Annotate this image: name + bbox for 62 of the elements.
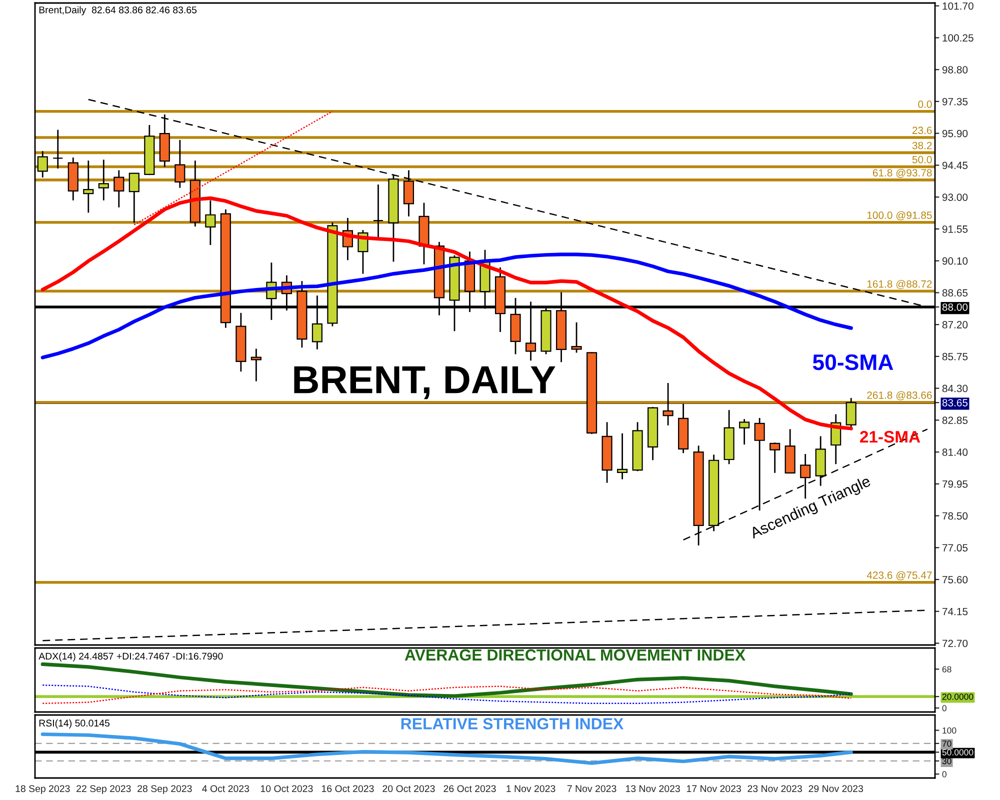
x-tick-label: 29 Nov 2023 xyxy=(808,785,863,792)
y-tick-label: 79.95 xyxy=(942,480,968,488)
y-tick-label: 68 xyxy=(942,666,952,672)
y-tick-label: 98.80 xyxy=(942,66,968,74)
ref-line-label: 423.6 @75.47 xyxy=(866,571,932,580)
series-label: 50-SMA xyxy=(812,354,894,370)
annotation: 0.0 xyxy=(918,100,932,108)
y-tick-label: 88.00 xyxy=(942,303,968,311)
annotation: 23.6 xyxy=(912,126,932,134)
y-tick-label: 75.60 xyxy=(942,576,968,584)
y-tick-label: 70 xyxy=(942,740,952,747)
y-tick-label: 93.00 xyxy=(942,194,968,201)
x-tick-label: 7 Nov 2023 xyxy=(567,785,616,792)
y-tick-label: 84.30 xyxy=(942,384,968,392)
annotation: AVERAGE DIRECTIONAL MOVEMENT INDEX xyxy=(404,649,746,661)
y-tick-label: 95.90 xyxy=(942,130,968,138)
y-tick-label: 50.0000 xyxy=(942,749,974,756)
x-tick-label: 18 Sep 2023 xyxy=(16,785,70,794)
y-tick-label: 78.50 xyxy=(942,512,968,520)
y-tick-label: 97.35 xyxy=(942,98,968,106)
x-tick-label: 23 Nov 2023 xyxy=(748,785,802,792)
y-tick-label: 91.55 xyxy=(942,225,968,233)
annotation: RELATIVE STRENGTH INDEX xyxy=(401,718,624,730)
ref-line-label: 261.8 @83.66 xyxy=(867,391,932,400)
series-label: 21-SMA xyxy=(860,430,920,443)
x-tick-label: 28 Sep 2023 xyxy=(138,785,192,794)
y-tick-label: 85.75 xyxy=(942,352,968,360)
x-tick-label: 17 Nov 2023 xyxy=(686,785,741,792)
x-tick-label: 22 Sep 2023 xyxy=(76,785,131,794)
chart-title: Brent,Daily 82.64 83.86 82.46 83.65 xyxy=(39,6,197,16)
ref-line-label: 100.0 @91.85 xyxy=(867,211,932,220)
y-tick-label: 83.65 xyxy=(942,399,968,406)
y-tick-label: 100.25 xyxy=(942,34,974,42)
annotation: BRENT, DAILY xyxy=(294,366,556,400)
y-tick-label: 100 xyxy=(942,727,956,734)
y-tick-label: 0 xyxy=(942,771,946,778)
annotation: 38.2 xyxy=(912,142,932,150)
y-tick-label: 74.15 xyxy=(942,608,968,616)
y-tick-label: 87.20 xyxy=(942,321,968,328)
y-tick-label: 72.70 xyxy=(942,640,968,648)
y-tick-label: 20.0000 xyxy=(942,694,974,700)
x-tick-label: 26 Oct 2023 xyxy=(444,785,496,792)
y-tick-label: 94.45 xyxy=(942,162,968,170)
x-tick-label: 20 Oct 2023 xyxy=(382,785,435,792)
y-tick-label: 90.10 xyxy=(942,257,968,265)
ref-line-label: 61.8 @93.78 xyxy=(872,168,932,178)
y-tick-label: 30 xyxy=(942,758,952,764)
x-tick-label: 10 Oct 2023 xyxy=(260,785,313,792)
x-tick-label: 1 Nov 2023 xyxy=(506,785,556,792)
y-tick-label: 77.05 xyxy=(942,544,968,552)
y-tick-label: 88.65 xyxy=(942,289,968,297)
y-tick-label: 82.85 xyxy=(942,416,968,424)
chart-title: RSI(14) 50.0145 xyxy=(39,719,110,728)
x-tick-label: 4 Oct 2023 xyxy=(202,785,250,792)
y-tick-label: 101.70 xyxy=(942,2,974,10)
annotation: 50.0 xyxy=(912,156,932,164)
x-tick-label: 13 Nov 2023 xyxy=(626,785,680,792)
ref-line-label: 161.8 @88.72 xyxy=(867,280,932,290)
x-tick-label: 16 Oct 2023 xyxy=(322,785,374,792)
chart-title: ADX(14) 24.4857 +DI:24.7467 -DI:16.7990 xyxy=(38,652,223,662)
y-tick-label: 0 xyxy=(942,705,946,712)
y-tick-label: 81.40 xyxy=(942,448,968,456)
